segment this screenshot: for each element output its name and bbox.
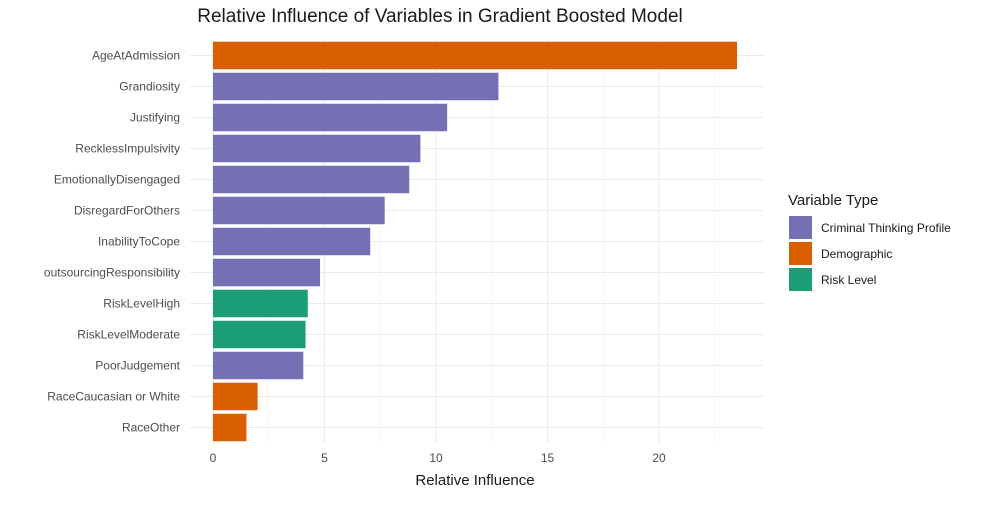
y-tick-label: EmotionallyDisengaged [54, 173, 180, 187]
x-tick-label: 10 [429, 451, 443, 465]
legend-title: Variable Type [788, 192, 878, 209]
x-tick-label: 20 [652, 451, 666, 465]
y-tick-label: PoorJudgement [95, 359, 180, 373]
legend-key [789, 216, 812, 239]
y-tick-label: Grandiosity [119, 80, 180, 94]
chart-title: Relative Influence of Variables in Gradi… [197, 6, 682, 27]
bars [213, 41, 738, 442]
legend-key [789, 242, 812, 265]
legend-label: Criminal Thinking Profile [821, 221, 951, 235]
legend-label: Demographic [821, 247, 892, 261]
bar [213, 196, 385, 225]
y-tick-label: RaceOther [122, 421, 180, 435]
y-tick-label: RaceCaucasian or White [47, 390, 180, 404]
bar [213, 413, 247, 442]
x-tick-label: 5 [321, 451, 328, 465]
bar [213, 320, 306, 349]
y-tick-label: InabilityToCope [98, 235, 180, 249]
bar [213, 227, 371, 256]
legend: Variable Type Criminal Thinking Profile D… [788, 192, 951, 291]
y-axis-labels: AgeAtAdmission Grandiosity Justifying Reckl… [44, 49, 181, 435]
y-tick-label: outsourcingResponsibility [44, 266, 180, 280]
bar [213, 103, 448, 132]
bar [213, 351, 304, 380]
x-tick-label: 0 [210, 451, 217, 465]
bar [213, 134, 421, 163]
x-tick-label: 15 [541, 451, 555, 465]
bar [213, 258, 321, 287]
x-axis-label: Relative Influence [415, 472, 534, 489]
legend-label: Risk Level [821, 273, 876, 287]
bar [213, 382, 258, 411]
bar [213, 41, 738, 70]
y-tick-label: RecklessImpulsivity [75, 142, 180, 156]
y-tick-label: Justifying [130, 111, 180, 125]
y-tick-label: RiskLevelHigh [103, 297, 180, 311]
bar [213, 72, 499, 101]
y-tick-label: DisregardForOthers [74, 204, 180, 218]
y-tick-label: AgeAtAdmission [92, 49, 180, 63]
x-axis-ticks: 0 5 10 15 20 [210, 451, 666, 465]
y-tick-label: RiskLevelModerate [77, 328, 180, 342]
bar [213, 165, 410, 194]
legend-key [789, 268, 812, 291]
bar [213, 289, 308, 318]
